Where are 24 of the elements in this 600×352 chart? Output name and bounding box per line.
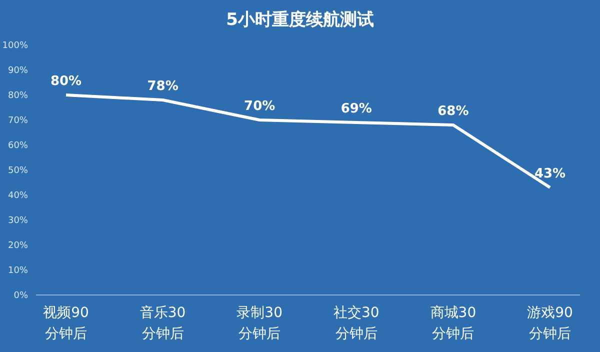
y-tick-label: 50% (8, 166, 28, 176)
x-tick-label: 社交30 分钟后 (333, 305, 380, 342)
y-tick-label: 80% (8, 91, 28, 102)
y-tick-label: 70% (8, 116, 28, 126)
data-label: 80% (50, 74, 82, 89)
y-tick-label: 100% (2, 41, 28, 52)
data-label: 70% (244, 99, 276, 114)
chart-title: 5小时重度续航测试 (225, 9, 375, 31)
x-tick-label: 视频90 分钟后 (43, 305, 89, 342)
y-tick-label: 40% (8, 191, 28, 202)
y-tick-label: 20% (8, 241, 28, 252)
x-tick-label: 录制30 分钟后 (236, 305, 283, 342)
data-label: 69% (340, 102, 372, 116)
y-tick-label: 30% (8, 216, 28, 226)
data-label: 68% (438, 104, 469, 119)
y-tick-label: 0% (14, 291, 28, 302)
x-tick-label: 游戏90 分钟后 (527, 305, 573, 342)
y-tick-label: 10% (8, 266, 28, 276)
data-label: 78% (147, 79, 178, 94)
data-label: 43% (534, 166, 566, 182)
x-tick-label: 商城30 分钟后 (430, 305, 476, 342)
y-tick-label: 60% (8, 141, 28, 152)
y-tick-label: 90% (8, 66, 28, 76)
x-tick-label: 音乐30 分钟后 (140, 305, 186, 342)
